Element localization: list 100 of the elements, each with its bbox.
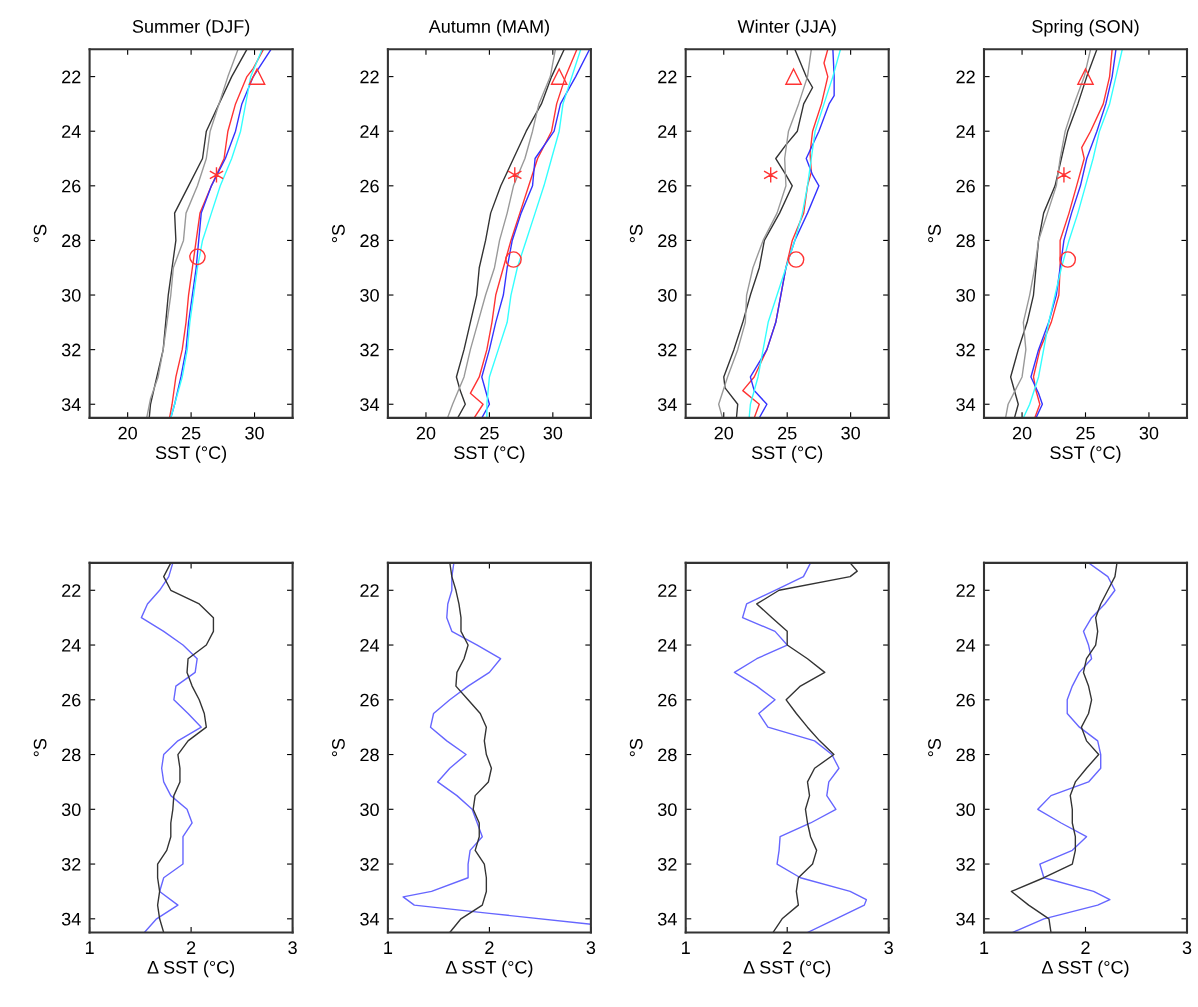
y-tick-label: 28: [658, 234, 677, 248]
chart-title: Winter (JJA): [737, 19, 836, 37]
y-axis-title: °S: [33, 738, 47, 757]
chart-title: Spring (SON): [1032, 19, 1139, 37]
y-tick-label: 32: [360, 343, 379, 357]
y-tick-label: 24: [360, 638, 380, 652]
chart-title: Autumn (MAM): [428, 19, 549, 37]
y-tick-label: 24: [62, 638, 81, 652]
y-tick-label: 28: [360, 234, 379, 248]
y-tick-label: 22: [956, 584, 975, 597]
x-tick-label: 3: [884, 941, 893, 955]
y-tick-label: 22: [658, 584, 677, 597]
x-axis-title: Δ SST (°C): [743, 960, 831, 978]
y-tick-label: 34: [360, 912, 380, 926]
y-tick-label: 28: [360, 748, 379, 762]
y-tick-label: 34: [956, 398, 976, 411]
y-tick-label: 22: [956, 70, 975, 84]
y-tick-label: 34: [360, 398, 380, 411]
x-tick-label: 25: [778, 426, 797, 440]
x-tick-label: 1: [384, 941, 393, 954]
x-tick-label: 1: [682, 941, 690, 954]
x-tick-label: 30: [841, 426, 860, 440]
y-tick-label: 24: [360, 125, 380, 138]
y-tick-label: 30: [360, 288, 379, 302]
y-axis-title: °S: [928, 738, 941, 757]
y-tick-label: 24: [658, 638, 677, 652]
x-axis-title: Δ SST (°C): [445, 960, 533, 978]
x-tick-label: 25: [1076, 426, 1095, 440]
y-tick-label: 28: [956, 748, 975, 762]
x-tick-label: 25: [181, 426, 201, 440]
y-tick-label: 26: [62, 179, 81, 193]
y-tick-label: 28: [62, 234, 81, 248]
x-axis-title: SST (°C): [1050, 445, 1121, 463]
y-tick-label: 30: [657, 803, 677, 817]
x-tick-label: 30: [543, 426, 563, 440]
y-tick-label: 32: [657, 343, 677, 357]
x-tick-label: 1: [980, 941, 989, 954]
y-tick-label: 32: [657, 857, 677, 871]
y-tick-label: 22: [62, 70, 81, 84]
x-axis-title: SST (°C): [155, 445, 227, 463]
x-tick-label: 3: [586, 941, 596, 955]
x-axis-title: Δ SST (°C): [1041, 960, 1129, 978]
y-axis-title: °S: [332, 738, 345, 757]
y-tick-label: 32: [61, 343, 81, 357]
y-tick-label: 24: [956, 638, 976, 652]
x-axis-title: SST (°C): [454, 445, 525, 463]
x-tick-label: 30: [1139, 426, 1159, 440]
x-tick-label: 2: [1081, 941, 1090, 954]
y-tick-label: 26: [956, 179, 975, 193]
x-tick-label: 2: [186, 941, 196, 954]
y-tick-label: 22: [360, 70, 379, 84]
x-tick-label: 25: [480, 426, 499, 440]
y-tick-label: 32: [956, 343, 975, 357]
y-tick-label: 22: [658, 70, 677, 84]
y-tick-label: 30: [61, 803, 81, 817]
x-axis-title: SST (°C): [751, 445, 823, 463]
x-tick-label: 2: [485, 941, 494, 954]
y-tick-label: 34: [61, 398, 81, 411]
x-tick-label: 30: [245, 426, 264, 440]
y-tick-label: 28: [658, 748, 677, 762]
y-tick-label: 26: [62, 693, 81, 707]
y-axis-title: °S: [629, 738, 643, 757]
y-tick-label: 24: [62, 125, 81, 138]
x-tick-label: 20: [416, 426, 436, 440]
y-tick-label: 32: [360, 857, 379, 871]
y-axis-title: °S: [928, 224, 941, 243]
y-tick-label: 30: [61, 288, 81, 302]
x-tick-label: 20: [714, 426, 734, 440]
y-tick-label: 34: [61, 912, 81, 926]
y-tick-label: 26: [956, 693, 975, 707]
y-tick-label: 26: [360, 693, 379, 707]
y-tick-label: 30: [360, 803, 379, 817]
y-axis-title: °S: [332, 224, 345, 243]
y-tick-label: 22: [62, 584, 81, 597]
y-tick-label: 32: [956, 857, 975, 871]
y-tick-label: 34: [657, 912, 677, 926]
y-tick-label: 32: [61, 857, 81, 871]
y-tick-label: 26: [658, 179, 677, 193]
y-tick-label: 24: [658, 125, 677, 138]
y-tick-label: 24: [956, 125, 976, 138]
x-tick-label: 2: [783, 941, 792, 954]
y-tick-label: 28: [62, 748, 81, 762]
chart-title: Summer (DJF): [132, 19, 250, 37]
y-tick-label: 26: [658, 693, 677, 707]
x-tick-label: 20: [118, 426, 137, 440]
x-tick-label: 1: [85, 941, 94, 954]
x-axis-title: Δ SST (°C): [147, 960, 235, 978]
y-tick-label: 22: [360, 584, 379, 597]
y-tick-label: 34: [657, 398, 677, 411]
y-tick-label: 30: [657, 288, 677, 302]
x-tick-label: 3: [1182, 941, 1192, 955]
x-tick-label: 20: [1012, 426, 1032, 440]
y-tick-label: 26: [360, 179, 379, 193]
y-tick-label: 28: [956, 234, 975, 248]
y-axis-title: °S: [33, 224, 47, 243]
y-axis-title: °S: [629, 224, 643, 243]
y-tick-label: 30: [956, 803, 975, 817]
y-tick-label: 30: [956, 288, 975, 302]
x-tick-label: 3: [288, 941, 297, 955]
y-tick-label: 34: [956, 912, 976, 926]
